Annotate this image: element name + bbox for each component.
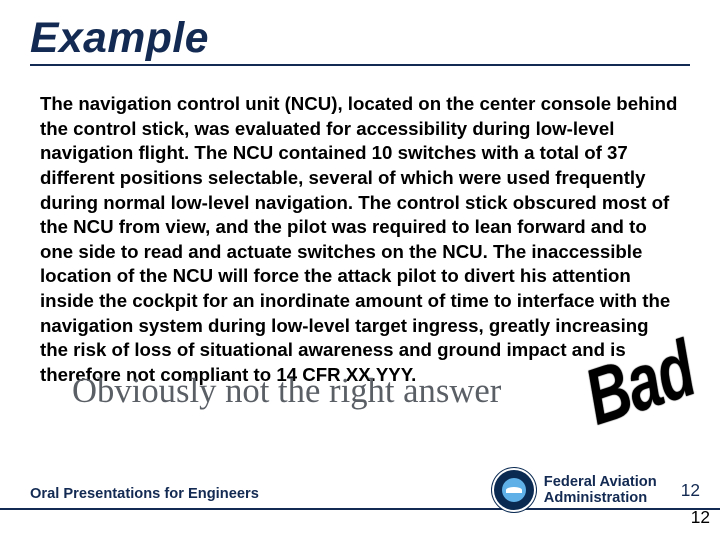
- page-number: 12: [681, 480, 700, 501]
- slide-title: Example: [30, 14, 209, 63]
- subtitle-text: Obviously not the right answer: [72, 372, 501, 411]
- title-container: Example: [30, 14, 209, 63]
- footer-org-line2: Administration: [544, 490, 647, 506]
- footer-org: Federal Aviation Administration: [544, 474, 657, 506]
- footer-right: Federal Aviation Administration 12: [494, 470, 700, 510]
- footer-left-text: Oral Presentations for Engineers: [30, 486, 259, 502]
- page-number-duplicate: 12: [691, 507, 710, 528]
- title-rule: [30, 64, 690, 66]
- faa-wing-icon: [506, 487, 522, 493]
- footer-org-line1: Federal Aviation: [544, 474, 657, 490]
- faa-seal-icon: [494, 470, 534, 510]
- body-paragraph: The navigation control unit (NCU), locat…: [40, 92, 680, 388]
- slide: Example The navigation control unit (NCU…: [0, 0, 720, 540]
- faa-seal-inner: [502, 478, 526, 502]
